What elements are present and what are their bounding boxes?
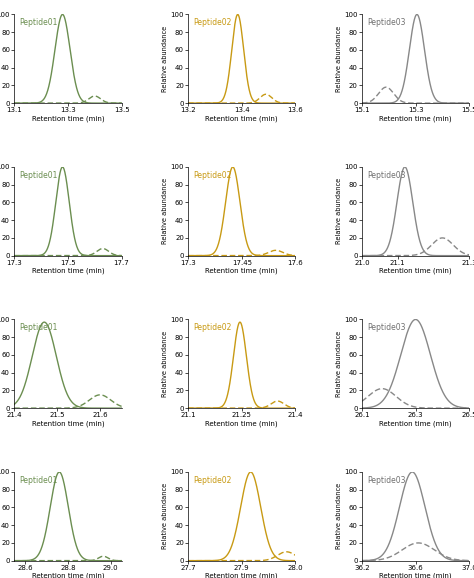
Text: Peptide02: Peptide02: [193, 323, 232, 332]
Text: Peptide03: Peptide03: [367, 476, 406, 484]
Text: Peptide03: Peptide03: [367, 18, 406, 27]
Text: Peptide03: Peptide03: [367, 323, 406, 332]
X-axis label: Retention time (min): Retention time (min): [32, 268, 104, 275]
X-axis label: Retention time (min): Retention time (min): [379, 268, 452, 275]
Text: Peptide01: Peptide01: [19, 323, 58, 332]
Y-axis label: Relative abundance: Relative abundance: [336, 178, 342, 244]
Text: Peptide01: Peptide01: [19, 171, 58, 180]
X-axis label: Retention time (min): Retention time (min): [32, 420, 104, 427]
Text: Peptide03: Peptide03: [367, 171, 406, 180]
Y-axis label: Relative abundance: Relative abundance: [162, 483, 168, 550]
Y-axis label: Relative abundance: Relative abundance: [336, 483, 342, 550]
X-axis label: Retention time (min): Retention time (min): [205, 573, 278, 578]
X-axis label: Retention time (min): Retention time (min): [379, 116, 452, 122]
Text: Peptide02: Peptide02: [193, 171, 232, 180]
Y-axis label: Relative abundance: Relative abundance: [162, 331, 168, 397]
X-axis label: Retention time (min): Retention time (min): [205, 420, 278, 427]
X-axis label: Retention time (min): Retention time (min): [379, 573, 452, 578]
Text: Peptide02: Peptide02: [193, 476, 232, 484]
Text: Peptide02: Peptide02: [193, 18, 232, 27]
X-axis label: Retention time (min): Retention time (min): [205, 116, 278, 122]
X-axis label: Retention time (min): Retention time (min): [205, 268, 278, 275]
Y-axis label: Relative abundance: Relative abundance: [162, 178, 168, 244]
Y-axis label: Relative abundance: Relative abundance: [162, 25, 168, 92]
Text: Peptide01: Peptide01: [19, 18, 58, 27]
Text: Peptide01: Peptide01: [19, 476, 58, 484]
Y-axis label: Relative abundance: Relative abundance: [336, 25, 342, 92]
X-axis label: Retention time (min): Retention time (min): [379, 420, 452, 427]
X-axis label: Retention time (min): Retention time (min): [32, 573, 104, 578]
Y-axis label: Relative abundance: Relative abundance: [336, 331, 342, 397]
X-axis label: Retention time (min): Retention time (min): [32, 116, 104, 122]
